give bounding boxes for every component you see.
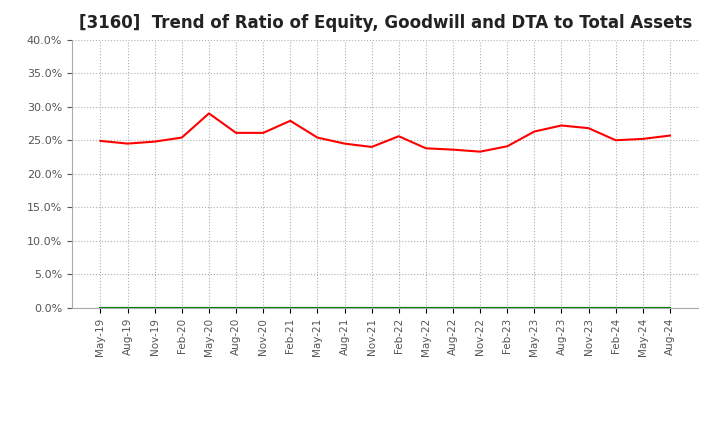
- Goodwill: [341, 305, 349, 311]
- Goodwill: [178, 305, 186, 311]
- Goodwill: [611, 305, 620, 311]
- Deferred Tax Assets: [367, 305, 376, 311]
- Equity: [286, 118, 294, 124]
- Goodwill: [286, 305, 294, 311]
- Goodwill: [150, 305, 159, 311]
- Equity: [503, 143, 511, 149]
- Equity: [665, 133, 674, 138]
- Goodwill: [665, 305, 674, 311]
- Equity: [232, 130, 240, 136]
- Goodwill: [395, 305, 403, 311]
- Line: Equity: Equity: [101, 114, 670, 152]
- Deferred Tax Assets: [476, 305, 485, 311]
- Deferred Tax Assets: [313, 305, 322, 311]
- Deferred Tax Assets: [178, 305, 186, 311]
- Equity: [476, 149, 485, 154]
- Goodwill: [557, 305, 566, 311]
- Equity: [341, 141, 349, 146]
- Equity: [178, 135, 186, 140]
- Goodwill: [421, 305, 430, 311]
- Deferred Tax Assets: [449, 305, 457, 311]
- Equity: [123, 141, 132, 146]
- Equity: [259, 130, 268, 136]
- Goodwill: [449, 305, 457, 311]
- Goodwill: [232, 305, 240, 311]
- Deferred Tax Assets: [665, 305, 674, 311]
- Deferred Tax Assets: [341, 305, 349, 311]
- Deferred Tax Assets: [286, 305, 294, 311]
- Goodwill: [503, 305, 511, 311]
- Equity: [367, 144, 376, 150]
- Deferred Tax Assets: [584, 305, 593, 311]
- Deferred Tax Assets: [123, 305, 132, 311]
- Deferred Tax Assets: [395, 305, 403, 311]
- Equity: [204, 111, 213, 116]
- Deferred Tax Assets: [421, 305, 430, 311]
- Equity: [313, 135, 322, 140]
- Deferred Tax Assets: [611, 305, 620, 311]
- Equity: [96, 138, 105, 143]
- Equity: [395, 134, 403, 139]
- Goodwill: [259, 305, 268, 311]
- Deferred Tax Assets: [530, 305, 539, 311]
- Title: [3160]  Trend of Ratio of Equity, Goodwill and DTA to Total Assets: [3160] Trend of Ratio of Equity, Goodwil…: [78, 15, 692, 33]
- Equity: [449, 147, 457, 152]
- Equity: [639, 136, 647, 142]
- Equity: [611, 138, 620, 143]
- Deferred Tax Assets: [150, 305, 159, 311]
- Goodwill: [639, 305, 647, 311]
- Goodwill: [530, 305, 539, 311]
- Goodwill: [96, 305, 105, 311]
- Deferred Tax Assets: [232, 305, 240, 311]
- Deferred Tax Assets: [503, 305, 511, 311]
- Goodwill: [123, 305, 132, 311]
- Deferred Tax Assets: [96, 305, 105, 311]
- Goodwill: [204, 305, 213, 311]
- Equity: [150, 139, 159, 144]
- Deferred Tax Assets: [557, 305, 566, 311]
- Goodwill: [313, 305, 322, 311]
- Equity: [421, 146, 430, 151]
- Goodwill: [476, 305, 485, 311]
- Equity: [557, 123, 566, 128]
- Equity: [530, 129, 539, 134]
- Goodwill: [584, 305, 593, 311]
- Equity: [584, 125, 593, 131]
- Deferred Tax Assets: [204, 305, 213, 311]
- Deferred Tax Assets: [259, 305, 268, 311]
- Goodwill: [367, 305, 376, 311]
- Deferred Tax Assets: [639, 305, 647, 311]
